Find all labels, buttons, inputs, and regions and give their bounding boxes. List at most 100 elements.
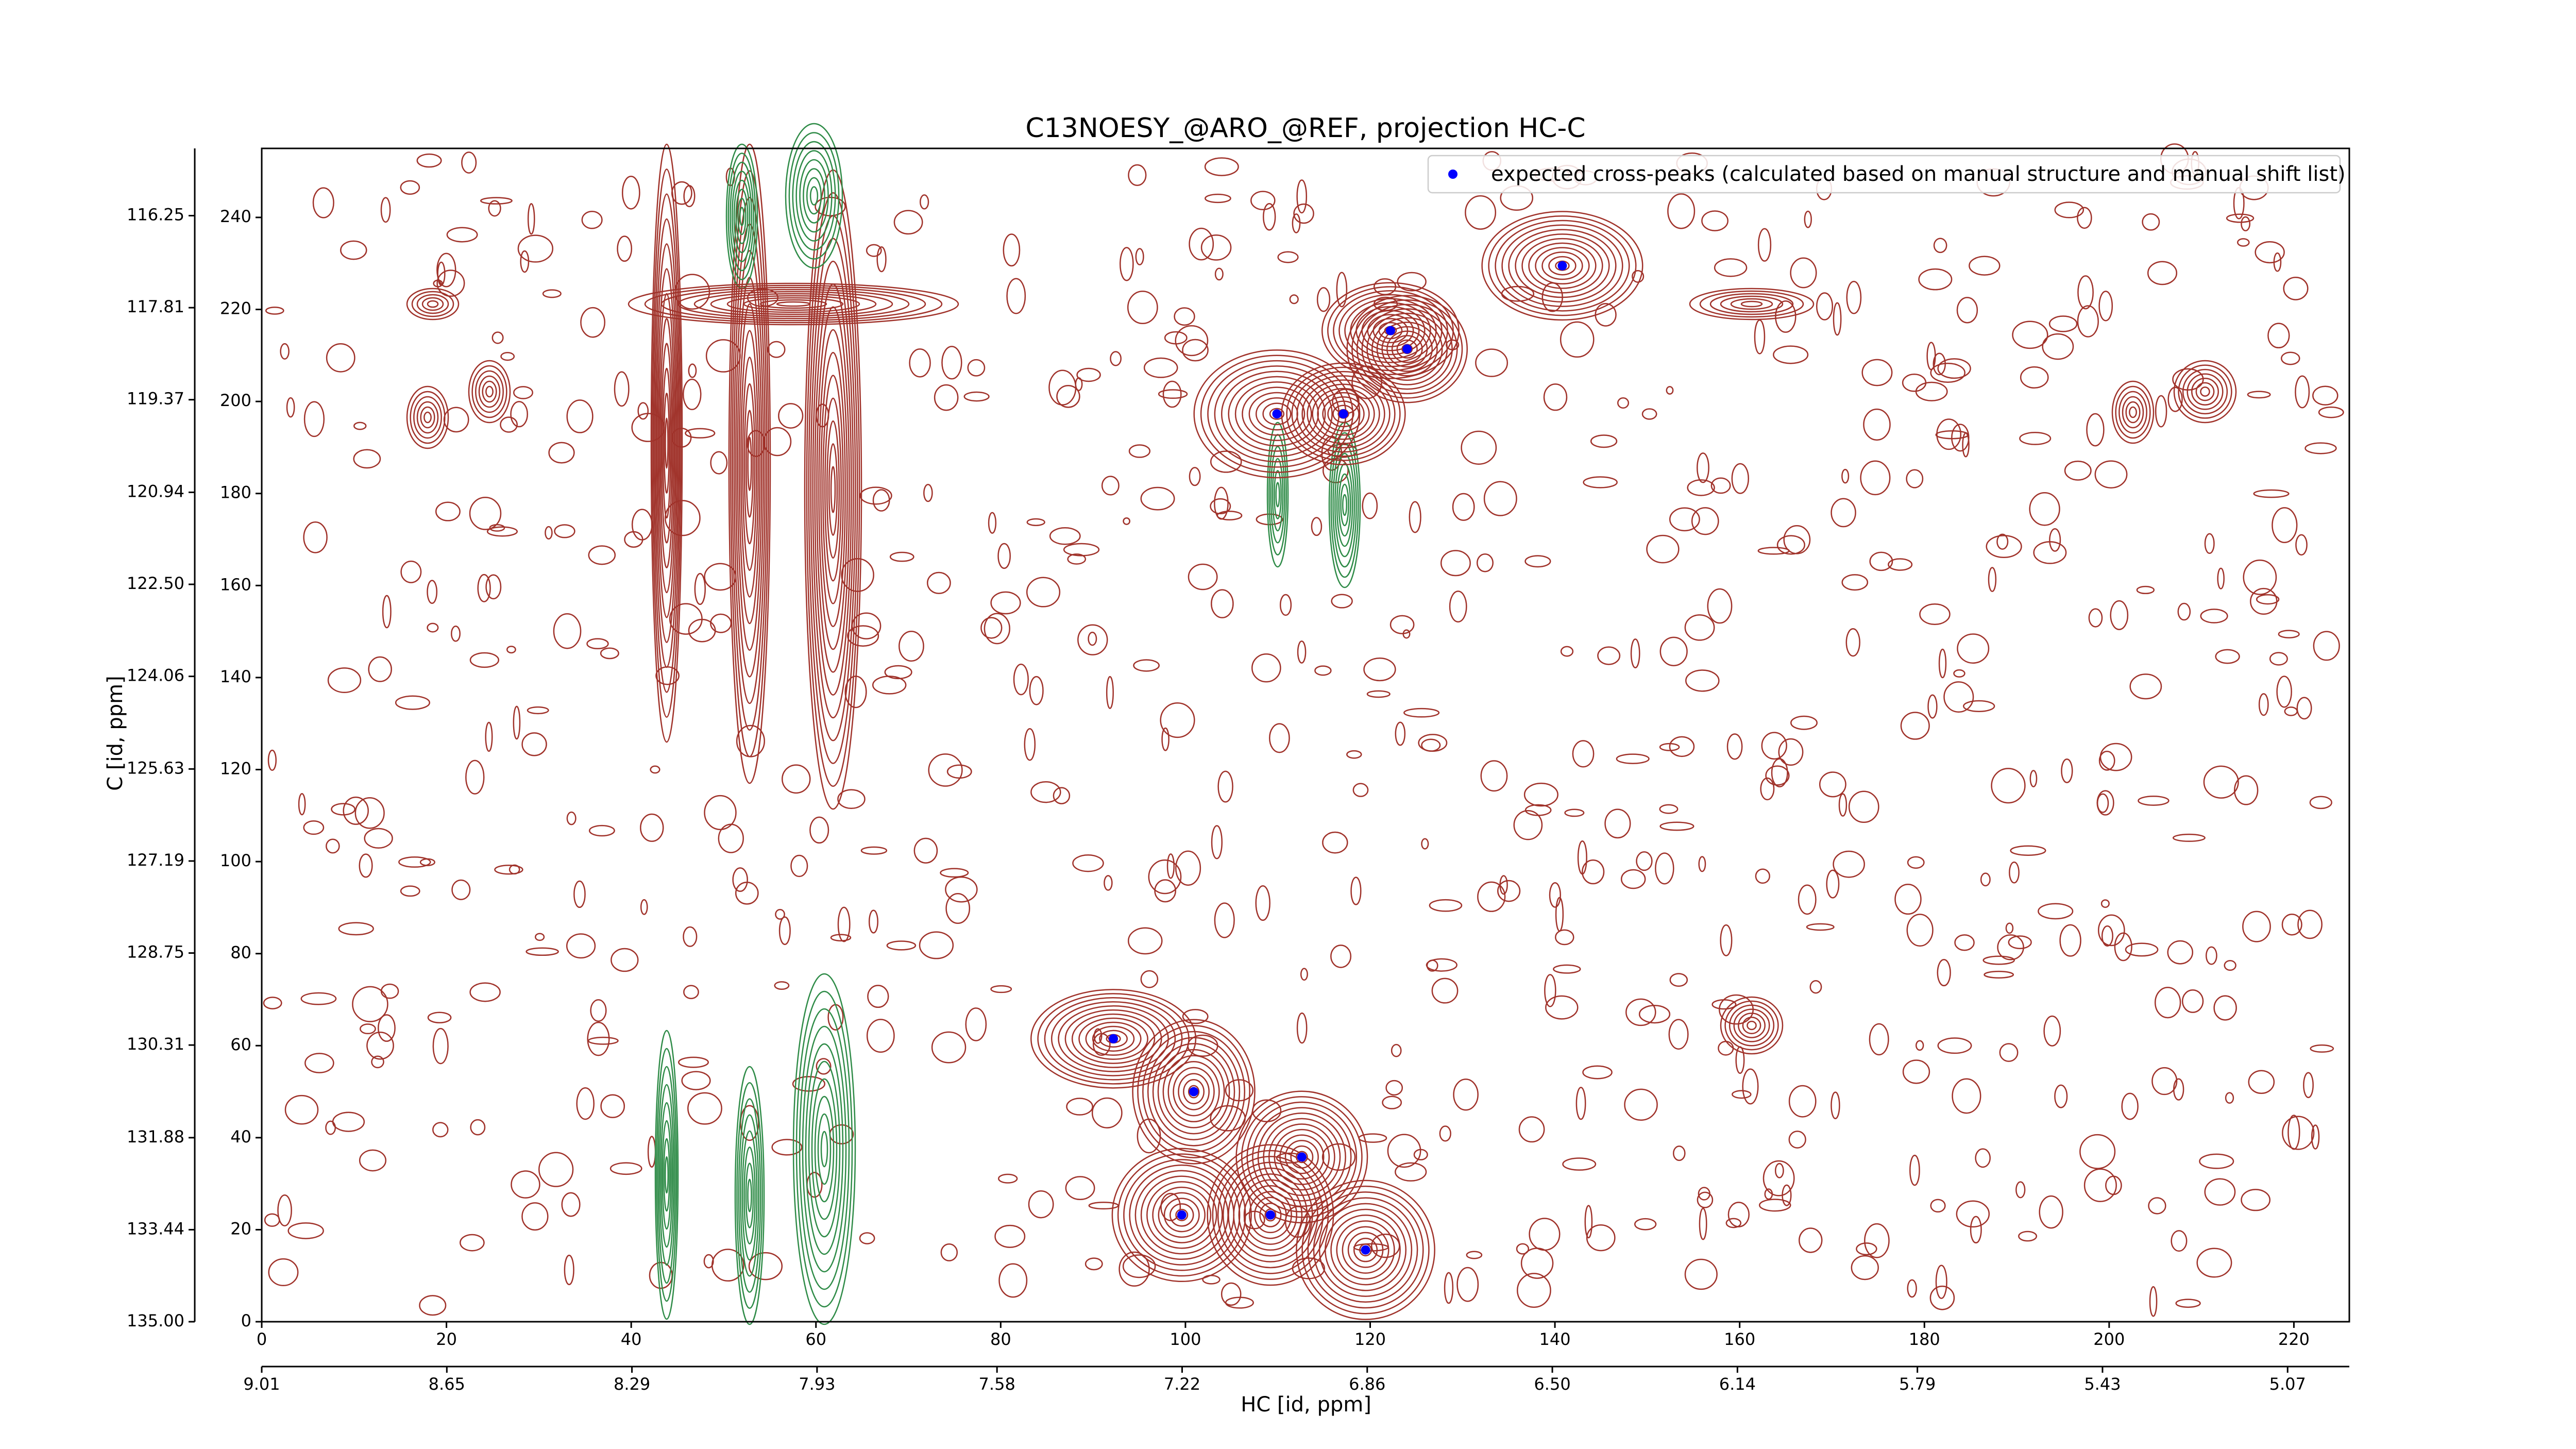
contour — [926, 571, 951, 594]
contour — [1248, 392, 1306, 436]
contour — [1148, 859, 1182, 895]
contour — [1359, 1243, 1372, 1257]
contour — [1409, 501, 1421, 533]
contour — [2258, 693, 2269, 716]
contour — [1200, 355, 1353, 473]
contour — [2101, 925, 2113, 947]
contour — [1381, 326, 1433, 372]
contour — [436, 252, 456, 288]
contour — [990, 985, 1012, 993]
contour — [1157, 1049, 1230, 1135]
contour — [1174, 307, 1195, 326]
contour — [1453, 1079, 1479, 1111]
contour — [928, 753, 963, 787]
contour — [542, 289, 562, 298]
contour — [1689, 288, 1815, 321]
contour — [1564, 808, 1585, 817]
contour — [727, 153, 756, 280]
contour — [1937, 1037, 1972, 1054]
contour — [771, 1139, 803, 1156]
contour — [1200, 234, 1232, 261]
contour — [1535, 247, 1590, 285]
contour — [475, 370, 504, 413]
contour — [1281, 362, 1406, 465]
contour — [1296, 375, 1391, 453]
contour — [806, 192, 860, 787]
contour — [1296, 1012, 1308, 1044]
contour — [792, 973, 856, 1325]
contour — [2019, 431, 2052, 445]
contour — [1548, 256, 1577, 276]
contour — [808, 215, 858, 764]
contour — [1483, 481, 1517, 516]
contour — [1301, 1185, 1430, 1315]
contour — [1397, 272, 1427, 292]
contour — [1330, 432, 1359, 578]
contour — [1269, 408, 1285, 420]
contour — [688, 363, 697, 378]
contour — [1252, 1107, 1352, 1207]
contour — [683, 985, 699, 1000]
contour — [785, 123, 843, 269]
contour — [534, 933, 545, 941]
contour — [1026, 577, 1061, 608]
contour — [1257, 1113, 1346, 1202]
contour — [1520, 1248, 1554, 1279]
contour — [2241, 1189, 2271, 1211]
contour — [654, 1030, 679, 1320]
contour — [1616, 753, 1650, 764]
contour — [1831, 1091, 1840, 1119]
contour — [1085, 1021, 1142, 1056]
contour — [663, 393, 670, 494]
contour — [1956, 297, 1978, 324]
contour — [1289, 294, 1299, 305]
contour — [738, 303, 761, 625]
contour — [739, 207, 744, 226]
contour — [1996, 533, 2009, 550]
contour — [1175, 850, 1201, 886]
contour — [2304, 442, 2337, 454]
contour — [1363, 658, 1396, 682]
contour — [1597, 646, 1621, 665]
contour — [1659, 743, 1680, 751]
contour — [2097, 914, 2125, 947]
contour — [600, 647, 619, 660]
contour — [1543, 383, 1568, 411]
y-tick-label: 160 — [220, 575, 251, 594]
contour — [1049, 527, 1081, 545]
y2-tick-label: 124.06 — [127, 666, 184, 685]
contour — [2079, 1134, 2116, 1169]
contour — [1066, 1098, 1093, 1116]
contour — [1188, 563, 1218, 591]
contour — [1632, 270, 1645, 283]
contour — [2155, 987, 2181, 1019]
contour — [1938, 648, 1947, 679]
x2-tick-label: 5.07 — [2269, 1374, 2306, 1394]
contour — [1217, 770, 1233, 803]
contour — [1864, 1223, 1890, 1258]
contour — [521, 732, 547, 756]
contour — [997, 543, 1011, 569]
contour — [331, 803, 355, 816]
contour — [830, 466, 836, 513]
contour — [1106, 676, 1114, 709]
contour — [1160, 702, 1195, 738]
y-tick-label: 80 — [230, 943, 251, 963]
plot-frame — [261, 147, 2350, 1323]
contour — [1617, 397, 1630, 409]
contour — [1655, 852, 1674, 885]
contour — [1135, 248, 1144, 265]
contour — [468, 360, 511, 424]
contour — [1954, 934, 1975, 951]
contour — [1461, 430, 1497, 465]
contour — [1701, 210, 1728, 231]
contour — [2215, 649, 2240, 664]
x-tick-label: 100 — [1170, 1329, 1201, 1349]
contour — [1775, 300, 1797, 333]
contour — [1524, 804, 1552, 816]
contour — [2088, 608, 2103, 628]
contour — [811, 1078, 838, 1220]
contour — [2054, 201, 2084, 218]
contour — [451, 625, 461, 642]
contour — [799, 1008, 850, 1290]
